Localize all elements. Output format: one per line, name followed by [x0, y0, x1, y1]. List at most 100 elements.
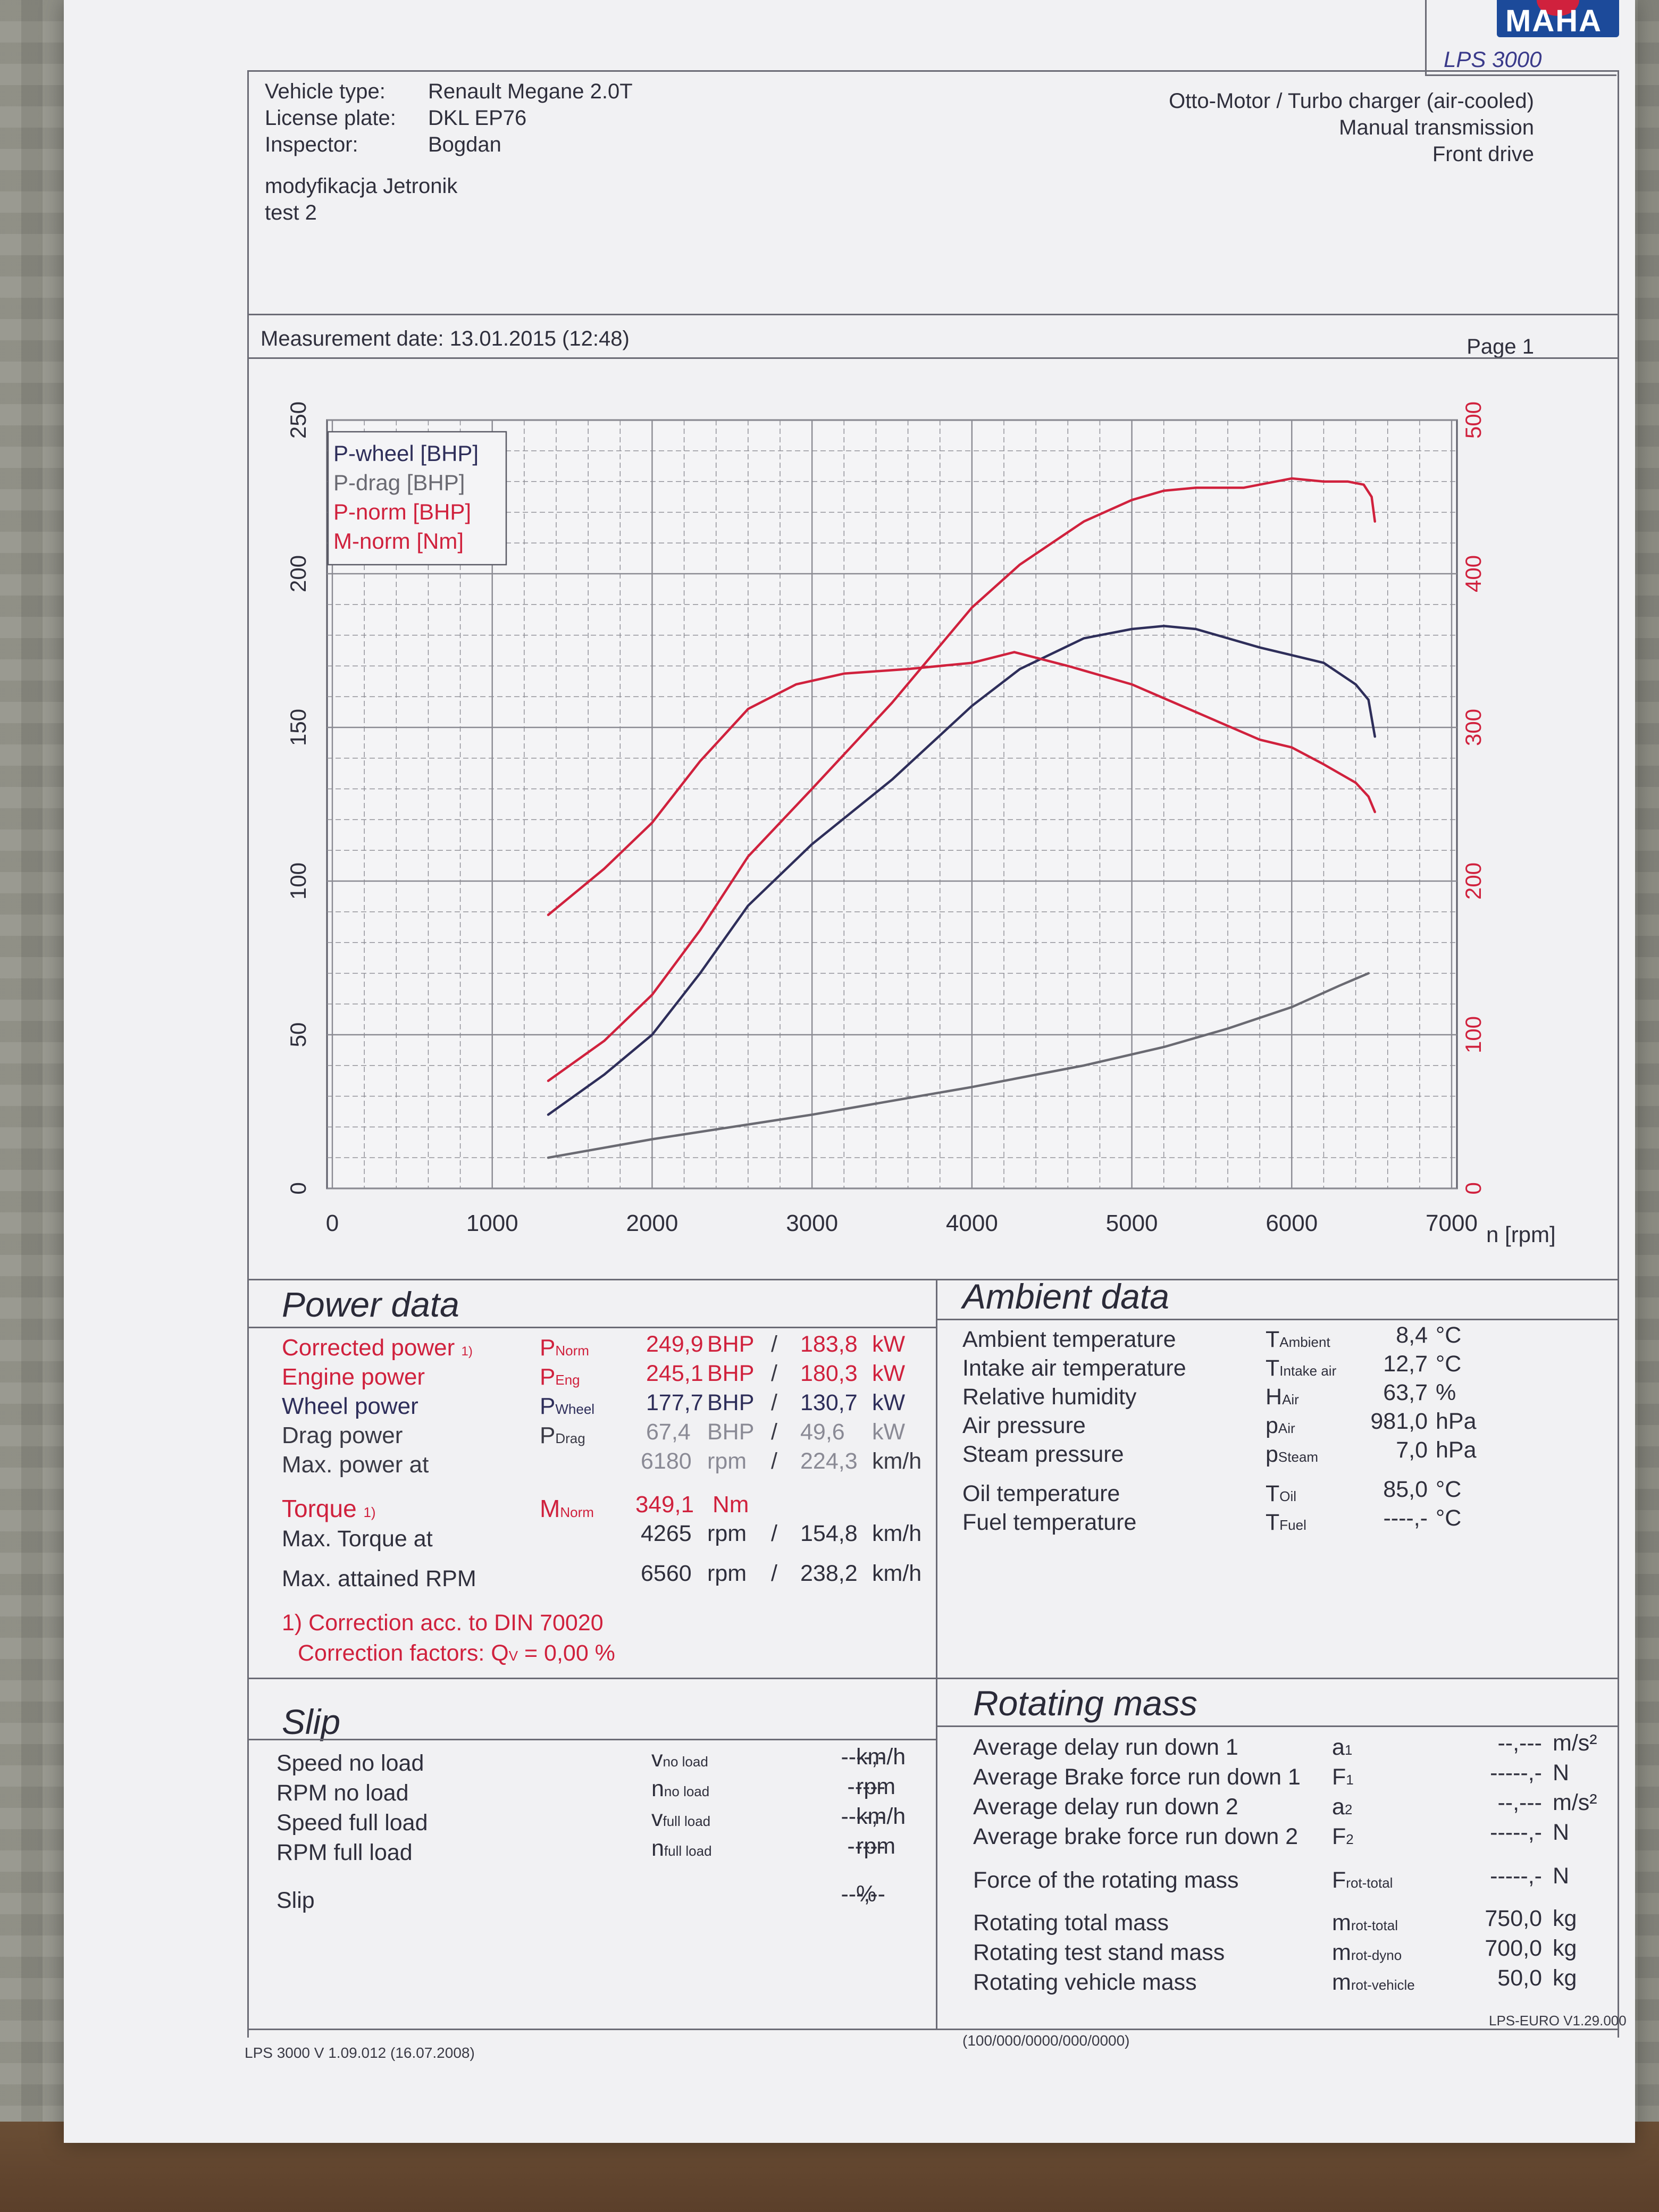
rotating-mass-row-unit: kg	[1553, 1965, 1577, 1991]
symbol-subscript: Eng	[555, 1372, 580, 1388]
power-row-sep: /	[771, 1448, 777, 1474]
footer-code: (100/000/0000/000/0000)	[962, 2032, 1130, 2049]
max-torque-label: Max. Torque at	[282, 1526, 433, 1552]
ambient-row-symbol: pSteam	[1266, 1442, 1318, 1468]
left-tick-label: 50	[286, 1023, 311, 1048]
ambient-row-unit: %	[1436, 1380, 1456, 1405]
ambient-row-unit: °C	[1436, 1351, 1462, 1377]
power-row-symbol: PEng	[540, 1364, 580, 1390]
ambient-row-unit: °C	[1436, 1505, 1462, 1531]
rotating-mass-row-unit: N	[1553, 1820, 1570, 1845]
symbol-letter: a	[1332, 1735, 1345, 1760]
power-data-title: Power data	[282, 1285, 459, 1324]
ambient-row-value: 63,7	[1383, 1380, 1428, 1405]
symbol-letter: F	[1332, 1824, 1346, 1849]
rotating-mass-title: Rotating mass	[973, 1683, 1197, 1723]
max-rpm-unit: rpm	[707, 1561, 747, 1586]
slip-row-label: Speed full load	[276, 1810, 428, 1836]
power-row-label: Drag power	[282, 1422, 403, 1449]
symbol-subscript: full load	[664, 1843, 712, 1859]
rotating-mass-row-value: 750,0	[1485, 1906, 1542, 1931]
symbol-letter: P	[540, 1335, 556, 1361]
engine-type: Otto-Motor / Turbo charger (air-cooled)	[1169, 89, 1534, 113]
symbol-letter: P	[540, 1364, 556, 1390]
torque-value: 349,1	[635, 1492, 694, 1518]
rotating-mass-row-value: -----,-	[1490, 1820, 1542, 1845]
max-rpm-value: 6560	[641, 1561, 692, 1586]
power-row-symbol: PDrag	[540, 1422, 585, 1449]
x-tick-label: 0	[326, 1210, 339, 1236]
ambient-data-title: Ambient data	[962, 1277, 1169, 1316]
x-tick-label: 2000	[626, 1210, 678, 1236]
right-tick-label: 300	[1461, 709, 1486, 746]
symbol-subscript: Wheel	[555, 1401, 595, 1417]
power-row-label: Corrected power 1)	[282, 1335, 473, 1361]
symbol-letter: H	[1266, 1384, 1283, 1410]
symbol-letter: m	[1332, 1910, 1351, 1936]
x-tick-label: 7000	[1426, 1210, 1478, 1236]
ambient-row-symbol: TIntake air	[1266, 1355, 1336, 1381]
rotating-mass-row-label: Rotating vehicle mass	[973, 1970, 1197, 1995]
rotating-mass-row-label: Average brake force run down 2	[973, 1824, 1298, 1849]
legend-entry: M-norm [Nm]	[333, 529, 464, 554]
slip-row-unit: rpm	[856, 1833, 896, 1859]
symbol-letter: v	[651, 1746, 663, 1772]
slip-row-symbol: nno load	[651, 1776, 709, 1802]
symbol-subscript: Air	[1282, 1392, 1299, 1407]
left-tick-label: 150	[286, 709, 311, 746]
ambient-row-symbol: TAmbient	[1266, 1327, 1330, 1353]
drive-type: Front drive	[1432, 143, 1534, 166]
plot-frame	[326, 419, 1458, 1189]
rotating-mass-row-label: Rotating test stand mass	[973, 1940, 1225, 1965]
power-row-label-text: Wheel power	[282, 1393, 418, 1419]
power-row-label-text: Max. power at	[282, 1452, 429, 1478]
x-tick-label: 6000	[1266, 1210, 1318, 1236]
slip-row-label: RPM no load	[276, 1780, 409, 1806]
power-row-label: Max. power at	[282, 1452, 429, 1478]
power-row-value-1: 177,7	[646, 1390, 703, 1415]
note-line-1: modyfikacja Jetronik	[265, 174, 458, 198]
right-tick-label: 200	[1461, 862, 1486, 900]
max-rpm-label: Max. attained RPM	[282, 1566, 476, 1591]
x-tick-label: 3000	[786, 1210, 838, 1236]
symbol-letter: v	[651, 1806, 663, 1831]
rotating-mass-row-label: Force of the rotating mass	[973, 1867, 1239, 1893]
ambient-row-value: 7,0	[1396, 1437, 1428, 1463]
series-line-1	[547, 972, 1370, 1159]
logo-text: MAHA	[1505, 4, 1602, 38]
max-rpm-speed: 238,2	[800, 1561, 858, 1586]
rotating-mass-row-symbol: mrot-vehicle	[1332, 1970, 1415, 1996]
rotating-mass-row-unit: N	[1553, 1863, 1570, 1889]
power-row-sep: /	[771, 1419, 777, 1445]
ambient-row-label: Oil temperature	[962, 1481, 1120, 1506]
symbol-subscript: Fuel	[1279, 1517, 1306, 1533]
symbol-subscript: rot-vehicle	[1351, 1977, 1415, 1993]
max-rpm-sep: /	[771, 1561, 777, 1586]
right-tick-label: 500	[1461, 401, 1486, 439]
rotating-mass-row-symbol: F1	[1332, 1764, 1354, 1790]
symbol-letter: m	[1332, 1970, 1351, 1995]
dyno-report-sheet: MAHA LPS 3000 Vehicle type: Renault Mega…	[64, 0, 1635, 2143]
power-row-label-text: Corrected power	[282, 1335, 455, 1361]
power-row-value-2: 183,8	[800, 1331, 858, 1357]
slip-row-symbol: vno load	[651, 1746, 708, 1772]
power-row-sep: /	[771, 1390, 777, 1415]
left-tick-label: 200	[286, 555, 311, 592]
power-row-sep: /	[771, 1361, 777, 1386]
page-number: Page 1	[1467, 335, 1534, 358]
legend-entry: P-drag [BHP]	[333, 470, 465, 495]
x-tick-label: 4000	[946, 1210, 998, 1236]
power-row-label-text: Drag power	[282, 1422, 403, 1448]
rotating-mass-row-symbol: mrot-total	[1332, 1910, 1398, 1936]
legend-entry: P-wheel [BHP]	[333, 441, 479, 466]
vehicle-type-label: Vehicle type:	[265, 80, 386, 103]
power-row-unit-1: BHP	[707, 1419, 755, 1445]
symbol-letter: n	[651, 1836, 664, 1861]
power-row-unit-1: BHP	[707, 1390, 755, 1415]
ambient-row-unit: hPa	[1436, 1437, 1477, 1463]
slip-row-value: ----,-	[841, 1744, 885, 1770]
rotating-mass-row-value: -----,-	[1490, 1863, 1542, 1889]
power-row-unit-1: rpm	[707, 1448, 747, 1474]
slip-row-label: RPM full load	[276, 1840, 413, 1865]
right-tick-label: 400	[1461, 555, 1486, 592]
